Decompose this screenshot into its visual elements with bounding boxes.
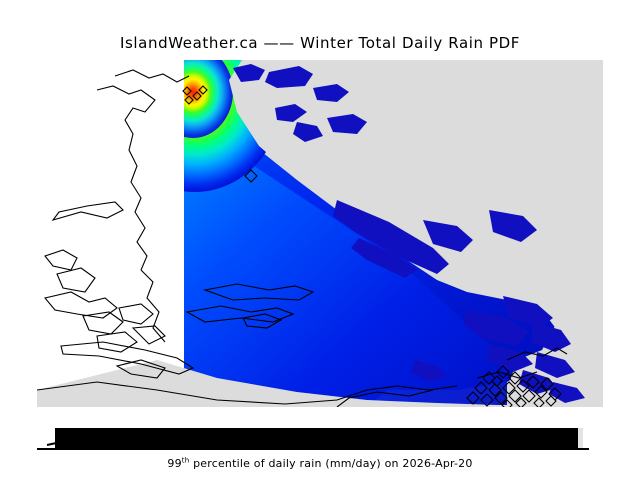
station-markers[interactable] xyxy=(182,85,562,407)
precipitation-map[interactable] xyxy=(37,60,603,407)
caption-percentile-number: 99 xyxy=(167,457,182,470)
colorbar-axis-line xyxy=(37,448,589,450)
coastline-strokes xyxy=(37,69,568,407)
colorbar-fill xyxy=(55,428,578,448)
map-panel[interactable] xyxy=(37,60,603,407)
land-vancouver-island xyxy=(229,60,603,407)
caption-description: percentile of daily rain (mm/day) on 202… xyxy=(189,457,473,470)
land-south-mainland xyxy=(37,360,603,407)
caption-ordinal-suffix: th xyxy=(181,456,190,465)
colorbar xyxy=(37,424,603,452)
colorbar-tail-segment xyxy=(578,428,583,448)
colorbar-caption: 99th percentile of daily rain (mm/day) o… xyxy=(0,457,640,470)
field-southeast-falloff xyxy=(184,120,507,407)
rainfall-maximum-inner xyxy=(184,60,233,138)
page-title: IslandWeather.ca —— Winter Total Daily R… xyxy=(119,34,521,52)
inlet-water-polygons xyxy=(233,64,585,403)
